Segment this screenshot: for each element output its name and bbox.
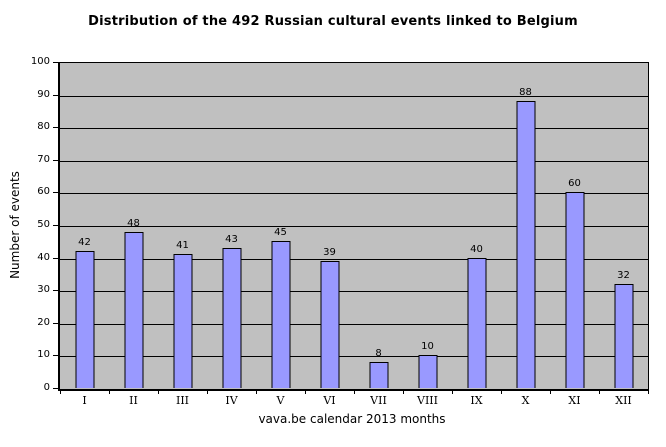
y-tick-mark xyxy=(53,258,58,259)
bar-slot: 41 xyxy=(158,62,207,388)
bar-value-label: 88 xyxy=(519,87,532,98)
gridline xyxy=(60,226,648,227)
x-tick-labels: I II III IV V VI VII VIII IX X XI XII xyxy=(60,394,648,407)
x-axis-title: vava.be calendar 2013 months xyxy=(258,412,446,426)
x-tick-mark xyxy=(648,390,649,394)
y-tick-label: 10 xyxy=(37,349,50,360)
y-tick-mark xyxy=(53,95,58,96)
bar-value-label: 40 xyxy=(470,244,483,255)
y-tick-label: 80 xyxy=(37,121,50,132)
bar-value-label: 8 xyxy=(375,348,382,359)
x-tick-mark xyxy=(305,390,306,394)
y-tick-mark xyxy=(53,290,58,291)
y-tick-label: 90 xyxy=(37,89,50,100)
chart-title: Distribution of the 492 Russian cultural… xyxy=(88,14,578,29)
y-tick-mark xyxy=(53,323,58,324)
bar-X xyxy=(516,101,535,388)
gridline xyxy=(60,160,648,162)
y-tick-label: 100 xyxy=(30,56,50,67)
bar-value-label: 10 xyxy=(421,341,434,352)
bar-II xyxy=(124,232,143,388)
bar-slot: 45 xyxy=(256,62,305,388)
x-tick-mark xyxy=(550,390,551,394)
y-tick-mark xyxy=(53,225,58,226)
gridline xyxy=(60,356,648,358)
bar-slot: 32 xyxy=(599,62,648,388)
x-tick-label-VI: VI xyxy=(323,394,336,407)
y-tick-mark xyxy=(53,127,58,128)
bar-value-label: 45 xyxy=(274,227,287,238)
bar-XI xyxy=(565,192,584,388)
bar-VI xyxy=(320,261,339,388)
y-tick-mark xyxy=(53,388,58,389)
bar-VIII xyxy=(418,355,437,388)
x-tick-mark xyxy=(452,390,453,394)
bar-V xyxy=(271,241,290,388)
y-tick-label: 60 xyxy=(37,186,50,197)
x-tick-mark xyxy=(256,390,257,394)
x-tick-label-VII: VII xyxy=(370,394,387,407)
bar-slot: 60 xyxy=(550,62,599,388)
bar-VII xyxy=(369,362,388,388)
y-tick-mark xyxy=(53,192,58,193)
x-tick-mark xyxy=(501,390,502,394)
y-tick-label: 0 xyxy=(43,382,50,393)
bar-value-label: 41 xyxy=(176,240,189,251)
x-tick-mark xyxy=(599,390,600,394)
bar-slot: 8 xyxy=(354,62,403,388)
x-tick-label-IV: IV xyxy=(225,394,238,407)
bar-value-label: 32 xyxy=(617,270,630,281)
y-tick-label: 40 xyxy=(37,252,50,263)
gridline xyxy=(60,128,648,130)
y-tick-label: 20 xyxy=(37,317,50,328)
x-tick-mark xyxy=(403,390,404,394)
bar-value-label: 43 xyxy=(225,234,238,245)
y-tick-mark xyxy=(53,62,58,63)
x-tick-label-V: V xyxy=(276,394,285,407)
x-tick-label-II: II xyxy=(129,394,138,407)
bar-slot: 43 xyxy=(207,62,256,388)
x-tick-label-X: X xyxy=(521,394,530,407)
y-tick-mark xyxy=(53,355,58,356)
bar-slot: 48 xyxy=(109,62,158,388)
bar-value-label: 39 xyxy=(323,247,336,258)
gridline xyxy=(60,193,648,195)
x-tick-label-VIII: VIII xyxy=(417,394,438,407)
bar-XII xyxy=(614,284,633,388)
x-tick-label-IX: IX xyxy=(470,394,483,407)
gridline xyxy=(60,291,648,293)
bar-series: 42 48 41 43 45 39 8 10 40 88 60 32 xyxy=(60,62,648,388)
x-tick-mark xyxy=(354,390,355,394)
gridline xyxy=(60,258,648,260)
bar-IV xyxy=(222,248,241,388)
bar-value-label: 42 xyxy=(78,237,91,248)
bar-slot: 10 xyxy=(403,62,452,388)
x-tick-label-XII: XII xyxy=(615,394,632,407)
y-tick-label: 50 xyxy=(37,219,50,230)
x-tick-mark xyxy=(109,390,110,394)
x-tick-label-III: III xyxy=(175,394,190,407)
gridline xyxy=(60,95,648,97)
bar-slot: 40 xyxy=(452,62,501,388)
bar-value-label: 60 xyxy=(568,178,581,189)
bar-I xyxy=(75,251,94,388)
x-tick-mark xyxy=(158,390,159,394)
gridline xyxy=(60,323,648,325)
y-tick-mark xyxy=(53,160,58,161)
bar-slot: 42 xyxy=(60,62,109,388)
plot-area xyxy=(58,62,649,391)
x-tick-label-XI: XI xyxy=(568,394,581,407)
y-tick-label: 70 xyxy=(37,154,50,165)
x-tick-mark xyxy=(60,390,61,394)
x-tick-label-I: I xyxy=(82,394,87,407)
x-tick-mark xyxy=(207,390,208,394)
bar-slot: 88 xyxy=(501,62,550,388)
bar-value-label: 48 xyxy=(127,218,140,229)
y-tick-label: 30 xyxy=(37,284,50,295)
bar-slot: 39 xyxy=(305,62,354,388)
bar-IX xyxy=(467,258,486,388)
bar-III xyxy=(173,254,192,388)
